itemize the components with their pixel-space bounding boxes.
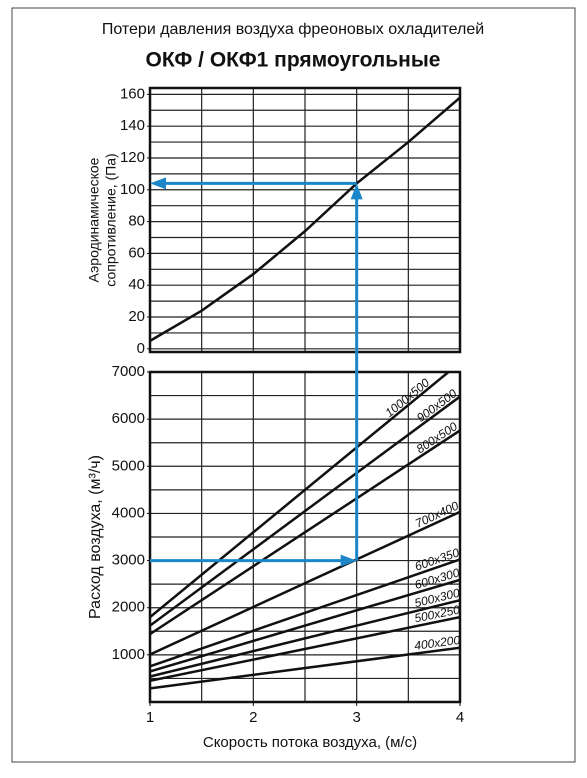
y-tick-label: 120 <box>120 149 145 166</box>
series-line <box>150 558 460 668</box>
y-tick-label: 40 <box>128 276 145 293</box>
y-tick-label: 5000 <box>112 457 145 474</box>
series-group <box>150 372 460 690</box>
y-tick-label: 1000 <box>112 646 145 663</box>
series-group <box>150 96 460 342</box>
plot-frame <box>148 86 462 354</box>
title: Потери давления воздуха фреоновых охлади… <box>102 21 484 38</box>
x-axis-label: Скорость потока воздуха, (м/с) <box>203 734 417 751</box>
x-tick-label: 2 <box>249 709 257 726</box>
y-tick-label: 160 <box>120 85 145 102</box>
y-tick-label: 7000 <box>112 363 145 380</box>
series-line <box>150 395 460 627</box>
series-line <box>150 615 460 683</box>
y-axis-label: Аэродинамическое <box>86 157 102 282</box>
frame <box>11 7 576 763</box>
y-axis-label: Расход воздуха, (м³/ч) <box>87 455 104 619</box>
series-line <box>150 96 460 342</box>
y-tick-label: 4000 <box>112 504 145 521</box>
x-tick-label: 3 <box>352 709 360 726</box>
series-line <box>150 372 451 619</box>
y-tick-label: 2000 <box>112 599 145 616</box>
y-tick-label: 20 <box>128 308 145 325</box>
series-line <box>150 598 460 678</box>
y-tick-label: 80 <box>128 213 145 230</box>
arrow-head <box>340 554 357 567</box>
x-tick-label: 4 <box>456 709 464 726</box>
plot-frame <box>148 370 462 704</box>
y-tick-label: 3000 <box>112 552 145 569</box>
y-tick-label: 140 <box>120 117 145 134</box>
x-tick-label: 1 <box>146 709 154 726</box>
y-tick-label: 6000 <box>112 410 145 427</box>
y-tick-label: 0 <box>137 340 145 357</box>
series-line <box>150 429 460 636</box>
y-axis-label: сопротивление, (Па) <box>103 153 119 286</box>
line-label: 400x200 <box>413 633 461 653</box>
arrow-head <box>150 177 166 190</box>
y-tick-label: 60 <box>128 244 145 261</box>
series-line <box>150 578 460 673</box>
y-tick-label: 100 <box>120 181 145 198</box>
series-line <box>150 510 460 656</box>
arrow-head <box>350 183 363 200</box>
series-line <box>150 646 460 690</box>
subtitle: ОКФ / ОКФ1 прямоугольные <box>146 49 441 72</box>
